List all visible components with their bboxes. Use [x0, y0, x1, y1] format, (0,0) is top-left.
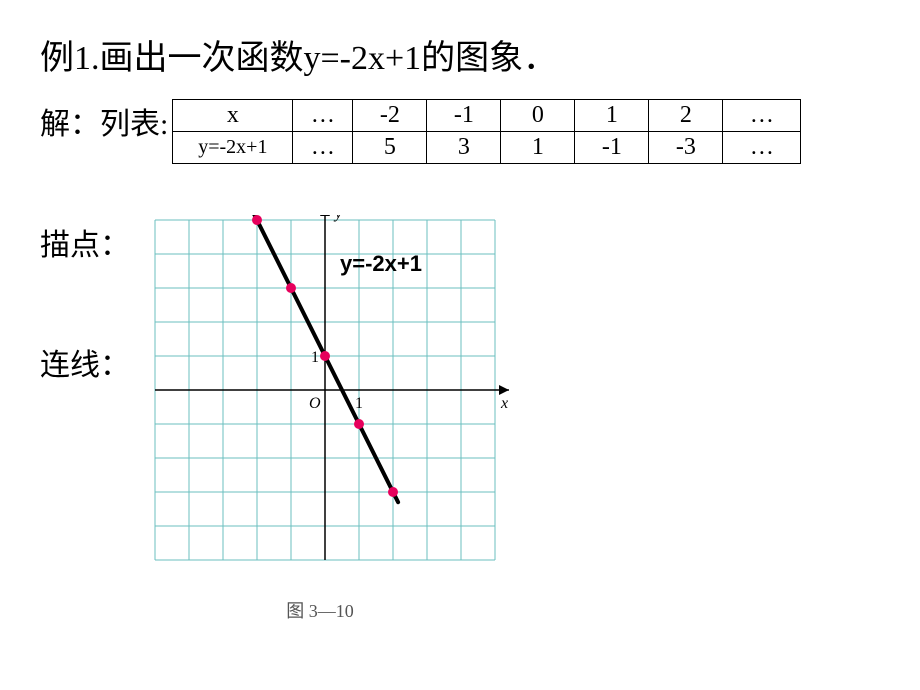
table-cell: 1: [575, 100, 649, 132]
table-cell: 5: [353, 132, 427, 164]
table-cell: 0: [501, 100, 575, 132]
table-cell: …: [723, 100, 801, 132]
table-cell: …: [293, 132, 353, 164]
table-cell: -3: [649, 132, 723, 164]
svg-text:1: 1: [311, 349, 319, 366]
svg-text:O: O: [309, 395, 321, 412]
table-row: y=-2x+1 … 5 3 1 -1 -3 …: [173, 132, 801, 164]
svg-text:x: x: [500, 395, 508, 412]
table-cell: 2: [649, 100, 723, 132]
table-cell: …: [293, 100, 353, 132]
table-cell: -1: [575, 132, 649, 164]
table-cell: -1: [427, 100, 501, 132]
table-cell: 3: [427, 132, 501, 164]
value-table: x … -2 -1 0 1 2 … y=-2x+1 … 5 3 1 -1 -3 …: [172, 99, 801, 164]
plot-points-label: 描点：: [40, 220, 130, 264]
graph-svg: y x O 1 1: [150, 215, 520, 575]
problem-title: 例1.画出一次函数y=-2x+1的图象．: [40, 30, 880, 79]
table-cell: -2: [353, 100, 427, 132]
table-cell: …: [723, 132, 801, 164]
table-cell: y=-2x+1: [173, 132, 293, 164]
svg-text:1: 1: [355, 395, 363, 412]
solution-label: 解：列表:: [40, 99, 168, 143]
table-cell: 1: [501, 132, 575, 164]
table-row: x … -2 -1 0 1 2 …: [173, 100, 801, 132]
connect-label: 连线：: [40, 340, 130, 384]
equation-label: y=-2x+1: [340, 251, 422, 277]
table-cell: x: [173, 100, 293, 132]
svg-text:y: y: [333, 215, 343, 222]
graph: yxO11 y=-2x+1 图 3—10: [150, 215, 490, 595]
graph-caption: 图 3—10: [286, 597, 354, 623]
